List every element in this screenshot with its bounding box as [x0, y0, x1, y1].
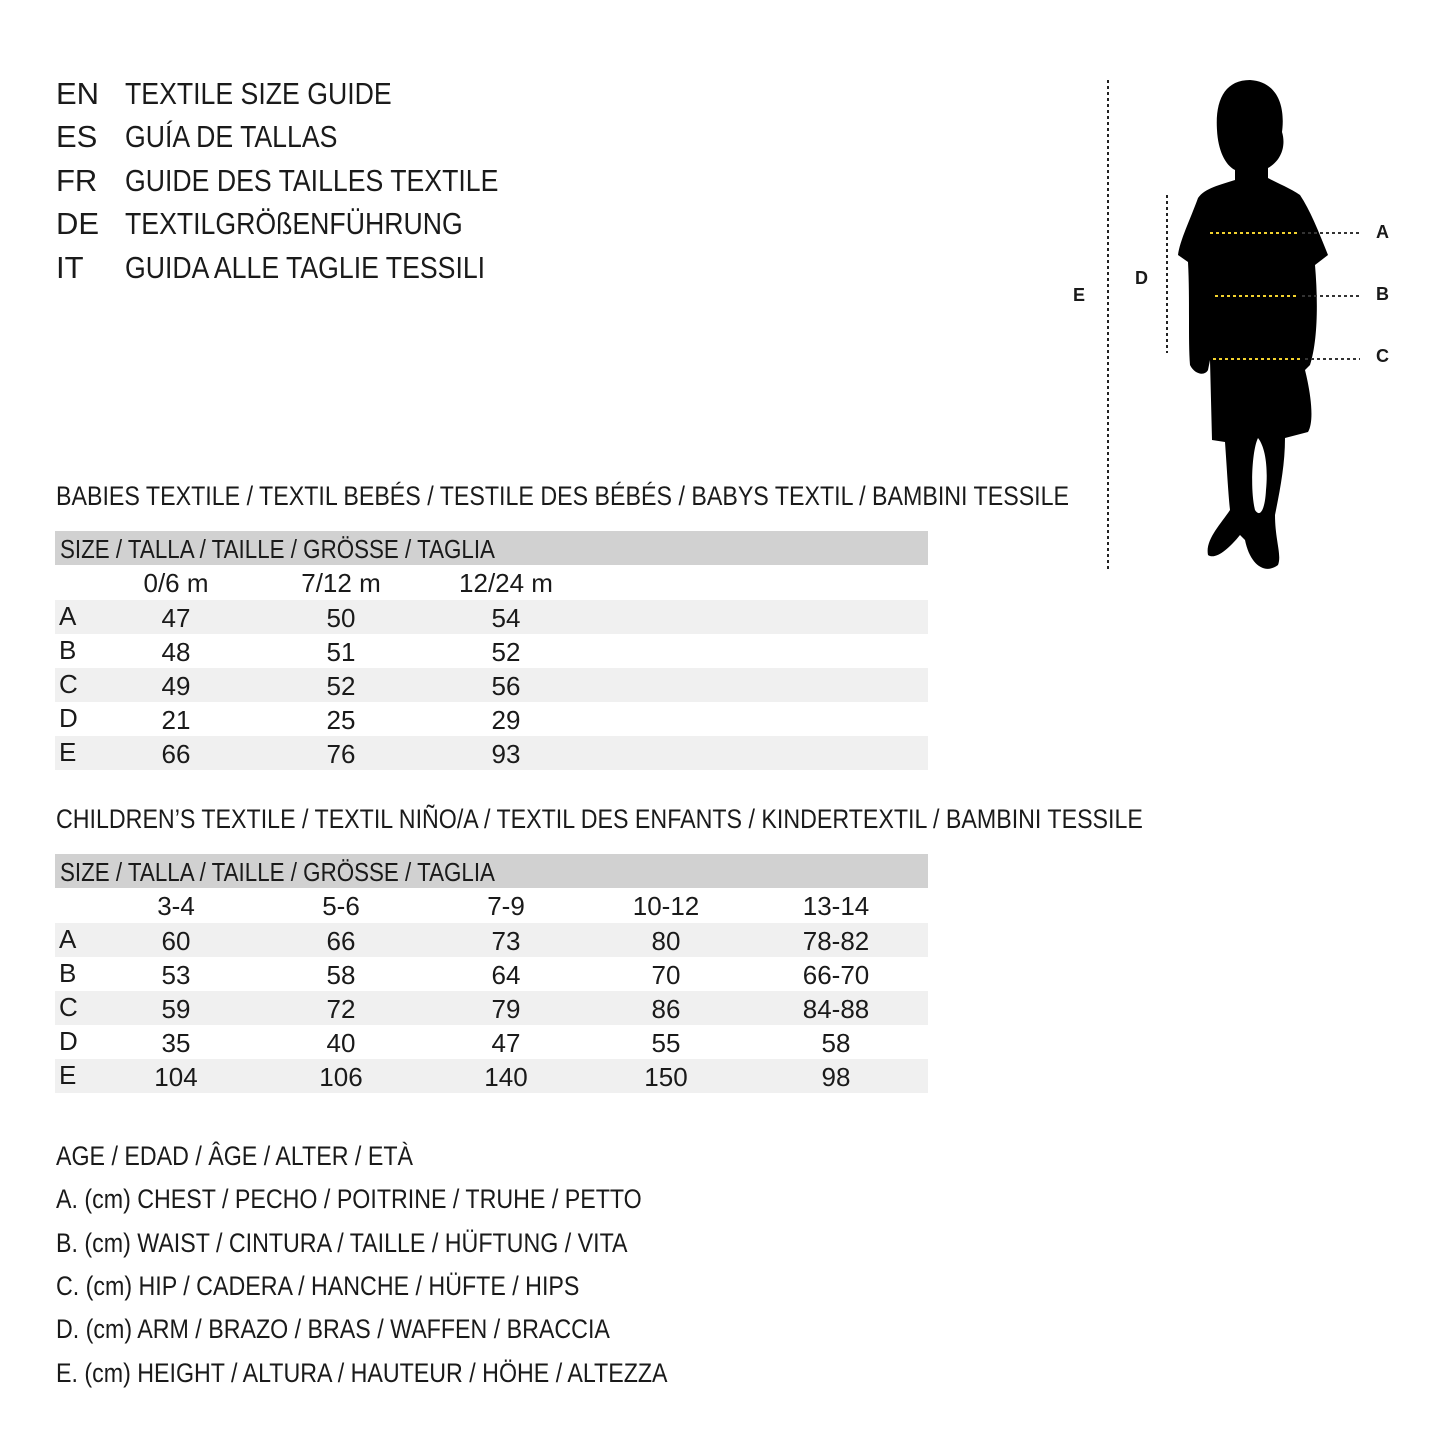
lang-code-it: IT: [56, 250, 84, 285]
table-cell: 25: [326, 705, 356, 735]
table-cell: 76: [326, 739, 356, 769]
lang-code-de: DE: [56, 206, 100, 241]
table-cell: 47: [161, 603, 191, 633]
table-cell: 35: [161, 1028, 191, 1058]
row-label: E: [59, 737, 77, 767]
column-header: 5-6: [322, 891, 360, 921]
table-cell: 66: [326, 926, 356, 956]
label-b: B: [1376, 284, 1389, 304]
column-header: 7-9: [487, 891, 525, 921]
table-cell: 66-70: [802, 960, 870, 990]
table-cell: 48: [161, 637, 191, 667]
table-cell: 50: [326, 603, 356, 633]
table-cell: 72: [326, 994, 356, 1024]
table-cell: 79: [491, 994, 521, 1024]
table-cell: 66: [161, 739, 191, 769]
table-row: D 21 25 29: [55, 702, 928, 736]
table-cell: 56: [491, 671, 521, 701]
row-label: C: [59, 669, 78, 699]
table-cell: 47: [491, 1028, 521, 1058]
row-label: B: [59, 958, 77, 988]
row-label: D: [59, 1026, 78, 1056]
column-header: 10-12: [632, 891, 700, 921]
table-cell: 52: [326, 671, 356, 701]
title-fr: GUIDE DES TAILLES TEXTILE: [125, 163, 499, 198]
table-row: C 59 72 79 86 84-88: [55, 991, 928, 1025]
title-de: TEXTILGRÖßENFÜHRUNG: [125, 206, 463, 241]
legend-arm: D. (cm) ARM / BRAZO / BRAS / WAFFEN / BR…: [56, 1314, 610, 1344]
row-label: D: [59, 703, 78, 733]
legend-age: AGE / EDAD / ÂGE / ALTER / ETÀ: [56, 1141, 414, 1171]
table-cell: 150: [644, 1062, 688, 1092]
table-row: E 104 106 140 150 98: [55, 1059, 928, 1093]
table-cell: 84-88: [802, 994, 870, 1024]
table-row: E 66 76 93: [55, 736, 928, 770]
column-header: 0/6 m: [143, 568, 209, 598]
column-header: 13-14: [802, 891, 870, 921]
table-cell: 29: [491, 705, 521, 735]
table-cell: 86: [651, 994, 681, 1024]
column-header: 3-4: [157, 891, 195, 921]
table-cell: 40: [326, 1028, 356, 1058]
table-cell: 80: [651, 926, 681, 956]
row-label: A: [59, 924, 77, 954]
children-size-header: SIZE / TALLA / TAILLE / GRÖSSE / TAGLIA: [60, 857, 495, 887]
table-cell: 53: [161, 960, 191, 990]
table-cell: 106: [319, 1062, 363, 1092]
table-cell: 55: [651, 1028, 681, 1058]
table-cell: 73: [491, 926, 521, 956]
legend-hip: C. (cm) HIP / CADERA / HANCHE / HÜFTE / …: [56, 1271, 580, 1301]
table-cell: 58: [326, 960, 356, 990]
table-cell: 51: [326, 637, 356, 667]
legend-height: E. (cm) HEIGHT / ALTURA / HAUTEUR / HÖHE…: [56, 1358, 668, 1388]
title-it: GUIDA ALLE TAGLIE TESSILI: [125, 250, 486, 285]
row-label: C: [59, 992, 78, 1022]
table-row: B 48 51 52: [55, 634, 928, 668]
babies-size-table: SIZE / TALLA / TAILLE / GRÖSSE / TAGLIA …: [55, 531, 928, 770]
table-row: B 53 58 64 70 66-70: [55, 957, 928, 991]
table-row: A 47 50 54: [55, 600, 928, 634]
row-label: A: [59, 601, 77, 631]
table-cell: 70: [651, 960, 681, 990]
table-cell: 21: [161, 705, 191, 735]
table-row: A 60 66 73 80 78-82: [55, 923, 928, 957]
table-cell: 98: [821, 1062, 851, 1092]
table-cell: 60: [161, 926, 191, 956]
table-cell: 140: [484, 1062, 528, 1092]
child-measurement-figure: A B C D E: [1060, 70, 1400, 580]
table-cell: 78-82: [802, 926, 870, 956]
label-a: A: [1376, 222, 1389, 242]
legend-waist: B. (cm) WAIST / CINTURA / TAILLE / HÜFTU…: [56, 1228, 628, 1258]
column-header: 12/24 m: [459, 568, 553, 598]
row-label: B: [59, 635, 77, 665]
table-row: C 49 52 56: [55, 668, 928, 702]
table-cell: 54: [491, 603, 521, 633]
children-section-title: CHILDREN’S TEXTILE / TEXTIL NIÑO/A / TEX…: [56, 804, 1143, 834]
label-e: E: [1073, 285, 1086, 305]
legend-chest: A. (cm) CHEST / PECHO / POITRINE / TRUHE…: [56, 1184, 642, 1214]
babies-size-header: SIZE / TALLA / TAILLE / GRÖSSE / TAGLIA: [60, 534, 495, 564]
table-cell: 93: [491, 739, 521, 769]
lang-code-en: EN: [56, 76, 100, 111]
children-size-table: SIZE / TALLA / TAILLE / GRÖSSE / TAGLIA …: [55, 854, 928, 1093]
label-c: C: [1376, 346, 1389, 366]
table-cell: 64: [491, 960, 521, 990]
lang-code-fr: FR: [56, 163, 98, 198]
table-cell: 104: [154, 1062, 198, 1092]
row-label: E: [59, 1060, 77, 1090]
children-column-header-row: 3-4 5-6 7-9 10-12 13-14: [55, 888, 928, 923]
title-es: GUÍA DE TALLAS: [125, 119, 338, 154]
table-cell: 52: [491, 637, 521, 667]
title-en: TEXTILE SIZE GUIDE: [125, 76, 392, 111]
child-silhouette-icon: [1107, 80, 1360, 570]
column-header: 7/12 m: [301, 568, 381, 598]
label-d: D: [1135, 268, 1148, 288]
babies-column-header-row: 0/6 m 7/12 m 12/24 m: [55, 565, 928, 600]
table-cell: 58: [821, 1028, 851, 1058]
table-cell: 49: [161, 671, 191, 701]
lang-code-es: ES: [56, 119, 98, 154]
table-row: D 35 40 47 55 58: [55, 1025, 928, 1059]
babies-section-title: BABIES TEXTILE / TEXTIL BEBÉS / TESTILE …: [56, 481, 1070, 511]
table-cell: 59: [161, 994, 191, 1024]
